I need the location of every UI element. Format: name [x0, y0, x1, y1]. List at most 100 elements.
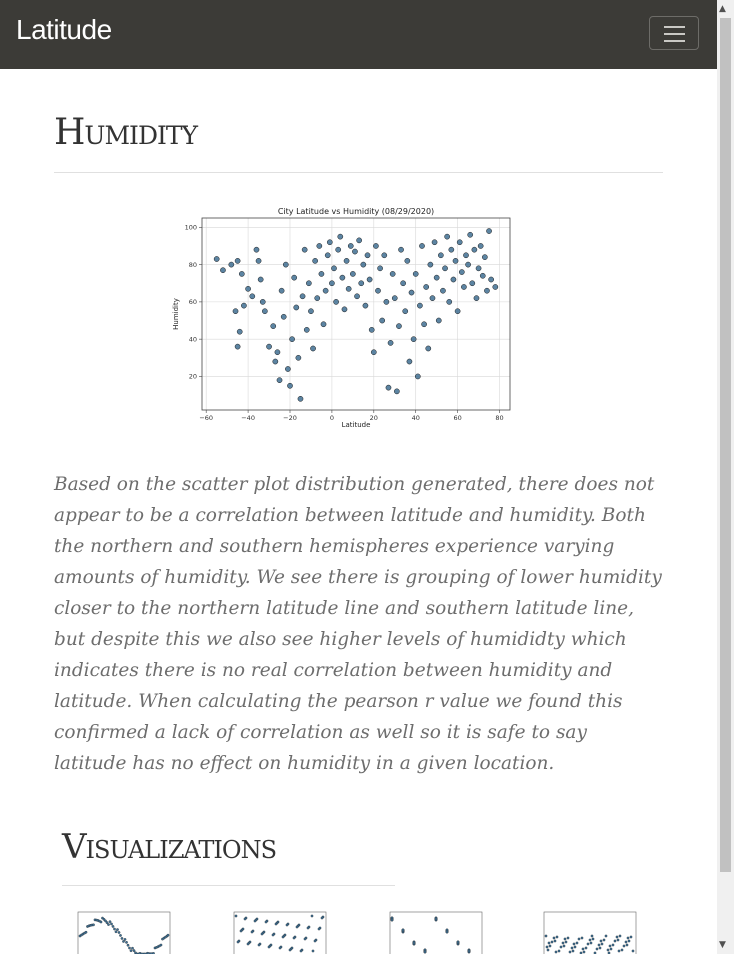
data-point	[339, 274, 346, 281]
data-point	[293, 304, 300, 311]
thumbnail-point	[320, 916, 324, 920]
data-point	[373, 243, 379, 249]
thumbnail-point	[288, 948, 292, 952]
data-point	[287, 382, 293, 389]
thumbnail-point	[317, 927, 321, 931]
thumbnail-point	[555, 935, 559, 939]
data-point	[423, 284, 430, 290]
data-point	[433, 274, 440, 281]
data-point	[467, 231, 474, 238]
thumbnail-wind-speed[interactable]	[536, 906, 640, 954]
x-tick-label: −20	[283, 414, 297, 422]
data-point	[370, 349, 377, 356]
thumbnail-point	[591, 937, 595, 941]
data-point	[297, 395, 304, 402]
data-point	[310, 345, 316, 352]
data-point	[387, 340, 394, 346]
thumbnail-point	[595, 947, 599, 951]
thumbnail-cloudiness[interactable]	[382, 906, 486, 954]
data-point	[463, 252, 469, 259]
plot-frame	[201, 217, 511, 411]
thumbnail-point	[545, 945, 549, 949]
chart-title: City Latitude vs Humidity (08/29/2020)	[278, 207, 434, 216]
navbar-brand[interactable]: Latitude	[16, 14, 112, 45]
data-point	[220, 267, 226, 274]
data-point	[486, 228, 492, 234]
thumbnail-point	[557, 949, 561, 953]
thumbnail-point	[390, 918, 394, 922]
data-point	[324, 252, 331, 259]
thumbnail-point	[577, 937, 581, 941]
data-point	[289, 336, 295, 343]
thumbnail-point	[234, 914, 238, 918]
navbar-toggle-button[interactable]	[649, 16, 699, 50]
thumbnail-point	[600, 942, 604, 946]
thumbnail-point	[570, 946, 574, 950]
data-point	[364, 252, 371, 259]
thumbnail-point	[253, 919, 257, 923]
thumbnail-point	[608, 944, 612, 948]
thumbnail-point	[250, 930, 254, 934]
data-point	[446, 299, 453, 305]
scroll-up-arrow-icon[interactable]: ▲	[719, 4, 726, 14]
thumbnail-point	[104, 919, 107, 923]
data-point	[303, 326, 310, 333]
data-point	[417, 302, 423, 309]
data-point	[396, 323, 402, 329]
thumbnail-point	[564, 940, 568, 944]
data-point	[329, 280, 335, 287]
thumbnail-humidity[interactable]	[226, 906, 330, 954]
data-point	[322, 287, 329, 294]
thumbnail-point	[114, 930, 118, 934]
data-point	[408, 289, 415, 296]
thumbnail-point	[593, 951, 597, 954]
data-point	[482, 254, 488, 260]
data-point	[383, 299, 390, 305]
thumbnail-point	[598, 946, 602, 950]
data-point	[341, 306, 348, 313]
thumbnail-point	[274, 922, 278, 926]
thumbnail-point	[281, 935, 285, 939]
data-point	[435, 317, 442, 324]
data-point	[318, 271, 325, 277]
scroll-down-arrow-icon[interactable]: ▼	[719, 940, 726, 950]
data-point	[431, 239, 438, 246]
scrollbar-thumb[interactable]	[720, 18, 731, 872]
data-point	[419, 243, 425, 249]
thumbnail-point	[554, 950, 558, 954]
thumbnail-temperature[interactable]	[70, 906, 174, 954]
data-point	[425, 345, 432, 352]
thumbnail-point	[589, 941, 593, 945]
thumbnail-point	[550, 940, 554, 944]
data-point	[356, 237, 362, 244]
data-point	[285, 366, 291, 372]
data-point	[469, 280, 476, 287]
data-point	[440, 287, 446, 294]
thumbnail-point	[132, 949, 136, 952]
data-point	[278, 287, 285, 294]
y-tick-label: 100	[185, 224, 197, 232]
thumbnail-point	[126, 943, 130, 947]
x-axis-label: Latitude	[342, 421, 371, 429]
thumbnail-point	[552, 936, 556, 940]
data-point	[249, 293, 256, 300]
thumbnail-point	[295, 925, 299, 929]
data-point	[461, 284, 467, 290]
thumbnail-point	[617, 949, 621, 953]
thumbnail-point	[613, 939, 617, 943]
data-point	[402, 308, 409, 315]
data-point	[492, 284, 499, 290]
thumbnail-point	[412, 941, 416, 945]
data-point	[259, 299, 266, 305]
thumbnail-point	[313, 939, 317, 943]
thumbnail-point	[166, 933, 170, 937]
thumbnail-point	[602, 938, 606, 942]
data-point	[314, 295, 321, 302]
data-point	[299, 293, 306, 300]
thumbnail-point	[122, 940, 125, 943]
data-point	[238, 271, 245, 277]
data-point	[333, 299, 339, 305]
data-point	[352, 248, 358, 255]
data-point	[257, 276, 264, 283]
thumbnail-point	[561, 941, 565, 945]
